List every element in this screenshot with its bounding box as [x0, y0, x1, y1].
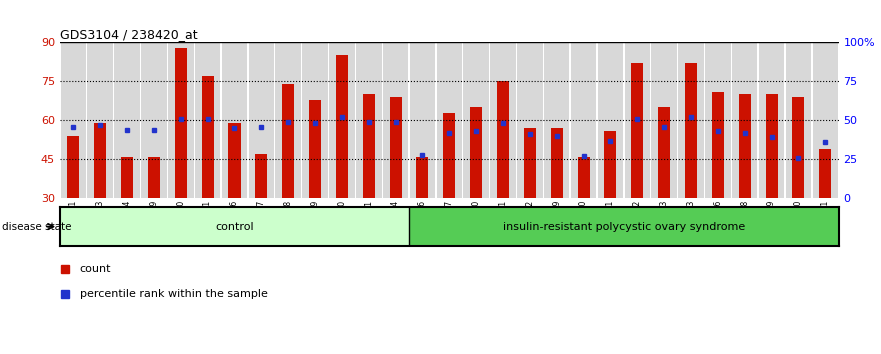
Bar [60, 207, 409, 246]
Bar [732, 42, 758, 198]
Bar [685, 63, 697, 198]
Bar [463, 42, 489, 198]
Bar [597, 42, 623, 198]
Bar [61, 42, 86, 198]
Bar [524, 128, 536, 198]
Bar [705, 42, 730, 198]
Bar [551, 128, 563, 198]
Bar [228, 123, 241, 198]
Bar [517, 42, 543, 198]
Text: percentile rank within the sample: percentile rank within the sample [80, 289, 268, 299]
Bar [625, 42, 650, 198]
Bar [309, 99, 321, 198]
Bar [248, 42, 274, 198]
Bar [87, 42, 113, 198]
Bar [470, 107, 482, 198]
Bar [443, 113, 455, 198]
Bar [195, 42, 220, 198]
Text: disease state: disease state [2, 222, 71, 232]
Bar [174, 48, 187, 198]
Bar [302, 42, 328, 198]
Bar [356, 42, 381, 198]
Bar [168, 42, 194, 198]
Bar [571, 42, 596, 198]
Text: count: count [80, 264, 111, 274]
Bar [363, 95, 374, 198]
Bar [417, 157, 428, 198]
Bar [738, 95, 751, 198]
Bar [409, 207, 839, 246]
Bar [255, 154, 267, 198]
Bar [497, 81, 509, 198]
Bar [786, 42, 811, 198]
Bar [67, 136, 79, 198]
Bar [490, 42, 515, 198]
Text: insulin-resistant polycystic ovary syndrome: insulin-resistant polycystic ovary syndr… [503, 222, 745, 232]
Bar [94, 123, 107, 198]
Bar [437, 42, 462, 198]
Bar [658, 107, 670, 198]
Bar [202, 76, 214, 198]
Bar [578, 157, 589, 198]
Bar [651, 42, 677, 198]
Bar [604, 131, 617, 198]
Bar [222, 42, 248, 198]
Bar [812, 42, 838, 198]
Bar [141, 42, 167, 198]
Bar [336, 56, 348, 198]
Bar [544, 42, 569, 198]
Bar [678, 42, 704, 198]
Text: GDS3104 / 238420_at: GDS3104 / 238420_at [60, 28, 197, 41]
Bar [632, 63, 643, 198]
Bar [383, 42, 409, 198]
Bar [121, 157, 133, 198]
Bar [819, 149, 832, 198]
Bar [282, 84, 294, 198]
Bar [766, 95, 778, 198]
Bar [276, 42, 301, 198]
Bar [115, 42, 140, 198]
Bar [389, 97, 402, 198]
Bar [148, 157, 160, 198]
Bar [792, 97, 804, 198]
Bar [759, 42, 784, 198]
Text: control: control [215, 222, 254, 232]
Bar [329, 42, 355, 198]
Bar [712, 92, 724, 198]
Bar [410, 42, 435, 198]
